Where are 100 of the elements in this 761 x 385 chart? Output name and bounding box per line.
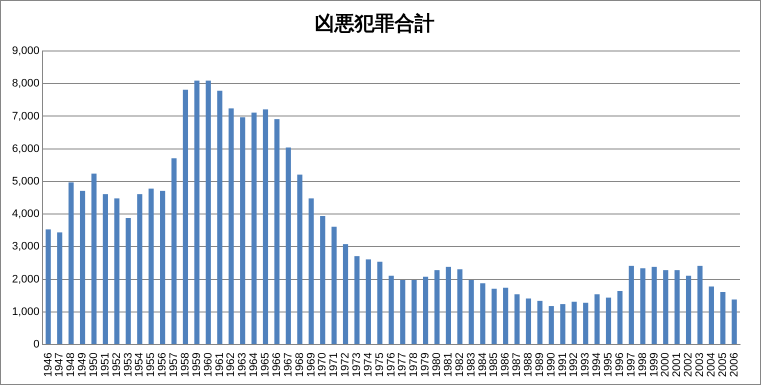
y-tick-label: 1,000 bbox=[12, 306, 40, 318]
x-tick-label: 1978 bbox=[408, 352, 420, 378]
x-tick-label: 1983 bbox=[465, 352, 478, 378]
x-tick-label: 1992 bbox=[568, 352, 580, 378]
bar bbox=[308, 198, 314, 344]
bar bbox=[126, 218, 131, 344]
bar bbox=[674, 270, 680, 344]
x-tick-label: 2005 bbox=[716, 352, 729, 378]
x-tick-label: 1997 bbox=[625, 352, 638, 378]
bar bbox=[572, 302, 577, 344]
x-tick-label: 1977 bbox=[396, 352, 409, 378]
x-tick-label: 1988 bbox=[522, 352, 535, 378]
bar bbox=[114, 198, 120, 344]
bar bbox=[503, 288, 508, 344]
bar bbox=[537, 300, 542, 344]
y-tick-label: 2,000 bbox=[12, 273, 40, 286]
bar bbox=[137, 194, 142, 344]
x-tick-label: 1958 bbox=[179, 352, 192, 378]
x-tick-label: 1987 bbox=[511, 352, 524, 378]
x-tick-label: 1963 bbox=[236, 352, 249, 378]
x-tick-label: 1989 bbox=[534, 352, 546, 378]
x-tick-label: 1976 bbox=[385, 352, 398, 378]
bar bbox=[194, 80, 200, 344]
bar bbox=[434, 270, 440, 344]
x-tick-label: 1967 bbox=[282, 352, 294, 378]
chart-title: 凶悪犯罪合計 bbox=[314, 11, 434, 36]
x-tick-label: 1957 bbox=[168, 352, 180, 378]
x-tick-label: 1947 bbox=[54, 352, 66, 378]
x-tick-label: 1980 bbox=[431, 352, 444, 378]
x-tick-label: 1996 bbox=[614, 352, 626, 378]
bar bbox=[617, 291, 623, 344]
x-tick-label: 1962 bbox=[225, 352, 238, 378]
x-tick-label: 1959 bbox=[190, 352, 203, 378]
bar bbox=[640, 268, 646, 344]
x-tick-label: 1951 bbox=[99, 352, 112, 378]
bar bbox=[697, 266, 703, 344]
bar bbox=[262, 109, 268, 344]
bar bbox=[286, 148, 291, 344]
bar bbox=[57, 232, 62, 344]
bar bbox=[217, 90, 222, 344]
y-tick-label: 4,000 bbox=[12, 208, 40, 220]
x-tick-label: 1960 bbox=[202, 352, 214, 378]
bar bbox=[171, 158, 177, 344]
x-tick-label: 1999 bbox=[648, 352, 660, 378]
bar bbox=[480, 283, 486, 344]
bar bbox=[446, 266, 452, 344]
bar bbox=[686, 276, 692, 344]
bar bbox=[720, 292, 726, 344]
x-tick-label: 2002 bbox=[682, 352, 695, 378]
x-tick-label: 1981 bbox=[442, 352, 454, 378]
bar bbox=[548, 306, 554, 344]
x-tick-label: 1970 bbox=[316, 352, 329, 378]
bar bbox=[206, 80, 211, 344]
bar bbox=[297, 174, 302, 344]
x-tick-label: 1979 bbox=[420, 352, 432, 378]
bar bbox=[560, 304, 566, 344]
y-tick-label: 0 bbox=[33, 338, 40, 351]
bar bbox=[366, 259, 371, 344]
x-tick-label: 2003 bbox=[694, 352, 706, 378]
x-tick-label: 1966 bbox=[270, 352, 283, 378]
x-tick-label: 1995 bbox=[602, 352, 615, 378]
bar bbox=[46, 229, 51, 344]
bar bbox=[457, 269, 462, 344]
x-tick-label: 1991 bbox=[556, 352, 569, 378]
bar bbox=[514, 294, 520, 344]
x-tick-label: 1971 bbox=[328, 352, 340, 378]
x-tick-label: 2004 bbox=[705, 352, 718, 378]
x-tick-label: 1955 bbox=[145, 352, 158, 378]
bar bbox=[228, 108, 234, 344]
x-tick-label: 2006 bbox=[728, 352, 740, 378]
x-tick-label: 1969 bbox=[305, 352, 318, 378]
bar bbox=[320, 216, 326, 344]
bar bbox=[354, 256, 360, 344]
x-tick-label: 1975 bbox=[374, 352, 386, 378]
bar bbox=[583, 302, 588, 344]
x-tick-label: 1946 bbox=[42, 352, 54, 378]
bar bbox=[663, 270, 668, 344]
bar bbox=[468, 280, 474, 344]
bar bbox=[388, 276, 394, 344]
x-tick-label: 2001 bbox=[671, 352, 684, 378]
y-tick-label: 5,000 bbox=[12, 175, 40, 188]
y-tick-label: 7,000 bbox=[12, 110, 40, 122]
x-tick-label: 1952 bbox=[110, 352, 123, 378]
x-tick-label: 1965 bbox=[260, 352, 272, 378]
bar bbox=[182, 90, 188, 344]
x-tick-label: 1949 bbox=[76, 352, 89, 378]
bar bbox=[628, 266, 634, 344]
bar bbox=[102, 194, 108, 344]
bar bbox=[148, 188, 154, 344]
bar bbox=[526, 298, 532, 344]
x-tick-label: 1994 bbox=[591, 352, 604, 378]
bar bbox=[652, 266, 657, 344]
x-tick-label: 1961 bbox=[214, 352, 226, 378]
x-tick-label: 1990 bbox=[545, 352, 558, 378]
x-tick-label: 1968 bbox=[294, 352, 306, 378]
bar bbox=[594, 294, 600, 344]
bar bbox=[732, 300, 737, 344]
bar bbox=[377, 262, 382, 344]
y-tick-label: 3,000 bbox=[12, 240, 40, 253]
bar bbox=[412, 280, 417, 344]
